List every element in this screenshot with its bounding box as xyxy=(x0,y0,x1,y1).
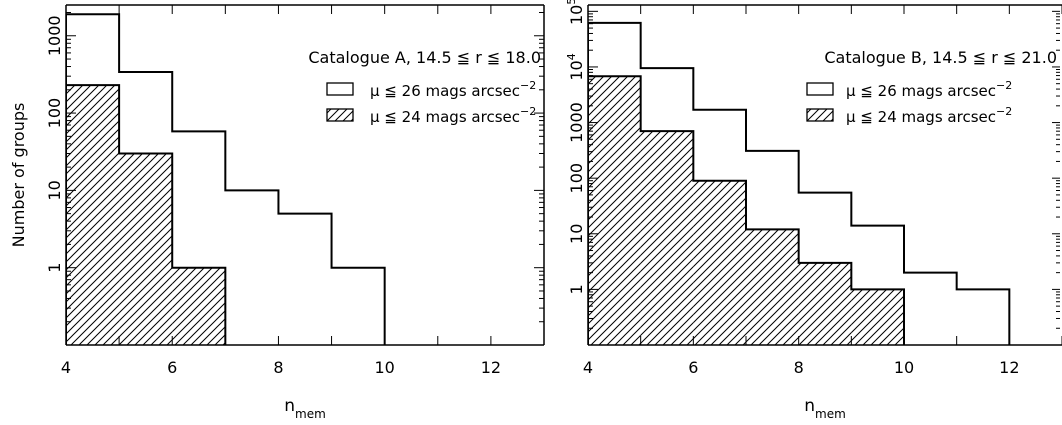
legend-label-text: μ ≦ 26 mags arcsec xyxy=(846,82,996,100)
panel-left-series-mu24 xyxy=(66,84,227,345)
panel-left-bar-hatched-0 xyxy=(66,85,120,345)
panel-right-legend-label-mu24: μ ≦ 24 mags arcsec−2 xyxy=(846,105,1012,126)
panel-right-ytick-label-3: 1000 xyxy=(567,102,586,143)
panel-right-bar-hatched-2 xyxy=(693,180,746,345)
panel-right-bar-hatched-4 xyxy=(798,262,852,345)
panel-right-xtick-label-12: 12 xyxy=(999,358,1019,377)
panel-right-legend-swatch-mu26 xyxy=(806,82,834,96)
panel-left-ytick-label-0: 1 xyxy=(45,263,64,273)
panel-right-ytick-label-2: 100 xyxy=(567,163,586,194)
panel-left-xtick-label-10: 10 xyxy=(374,358,394,377)
panel-left-bar-hatched-1 xyxy=(119,153,173,345)
panel-right-xlabel-sub: mem xyxy=(815,407,846,421)
panel-left-xtick-label-12: 12 xyxy=(481,358,501,377)
legend-label-text: μ ≦ 24 mags arcsec xyxy=(370,108,520,126)
panel-right-ytick-label-4: 104 xyxy=(565,53,586,80)
panel-right-legend-swatch-mu24 xyxy=(806,108,834,122)
panel-right-step-mu24 xyxy=(588,75,905,345)
panel-left-bar-hatched-2 xyxy=(172,267,226,345)
panel-left-ytick-label-base: 10 xyxy=(45,180,64,200)
panel-right-series-mu24 xyxy=(588,75,905,345)
panel-right-bar-hatched-3 xyxy=(746,229,799,345)
panel-left-xtick-label-6: 6 xyxy=(167,358,177,377)
panel-right-ytick-label-1: 10 xyxy=(567,224,586,244)
panel-left-ytick-label-base: 1000 xyxy=(45,15,64,56)
panel-left-xtick-label-8: 8 xyxy=(273,358,283,377)
panel-left-ytick-label-base: 100 xyxy=(45,98,64,129)
panel-left-legend-swatch-mu26 xyxy=(326,82,354,96)
legend-label-text: μ ≦ 24 mags arcsec xyxy=(846,108,996,126)
panel-left-ytick-label-1: 10 xyxy=(45,180,64,200)
panel-left-xlabel-base: n xyxy=(284,396,295,416)
panel-right-xlabel-base: n xyxy=(804,396,815,416)
panel-right-ytick-label-base: 10 xyxy=(567,60,586,80)
legend-label-exponent: −2 xyxy=(520,105,536,118)
panel-left-ytick-label-2: 100 xyxy=(45,98,64,129)
panel-right-step-mu26 xyxy=(588,21,1011,345)
panel-right-legend-title: Catalogue B, 14.5 ≦ r ≦ 21.0 xyxy=(824,48,1057,67)
panel-left-xlabel: nmem xyxy=(284,396,326,421)
panel-left-xlabel-sub: mem xyxy=(295,407,326,421)
panel-left-ylabel: Number of groups xyxy=(9,103,28,248)
panel-right-ytick-label-base: 1000 xyxy=(567,102,586,143)
panel-left-legend-swatch-mu24 xyxy=(326,108,354,122)
legend-label-exponent: −2 xyxy=(996,79,1012,92)
panel-left-step-mu24 xyxy=(66,84,227,345)
panel-right-ytick-label-exp: 5 xyxy=(565,0,578,5)
panel-right-ytick-label-base: 100 xyxy=(567,163,586,194)
panel-left-step-mu26 xyxy=(66,13,386,345)
panel-left-legend-title: Catalogue A, 14.5 ≦ r ≦ 18.0 xyxy=(308,48,541,67)
panel-right-bar-hatched-5 xyxy=(851,289,904,345)
panel-right-ytick-label-exp: 4 xyxy=(565,53,578,60)
panel-right-ytick-label-0: 1 xyxy=(567,284,586,294)
panel-left-xtick-label-4: 4 xyxy=(61,358,71,377)
panel-left-ytick-label-3: 1000 xyxy=(45,15,64,56)
panel-left-legend-label-mu26: μ ≦ 26 mags arcsec−2 xyxy=(370,79,536,100)
panel-right-xtick-label-8: 8 xyxy=(794,358,804,377)
panel-right-ytick-label-base: 10 xyxy=(567,224,586,244)
panel-right-xtick-label-4: 4 xyxy=(583,358,593,377)
panel-left-series-mu26 xyxy=(66,13,386,345)
panel-right-ytick-label-base: 1 xyxy=(567,284,586,294)
panel-right-xtick-label-6: 6 xyxy=(688,358,698,377)
legend-label-text: μ ≦ 26 mags arcsec xyxy=(370,82,520,100)
panel-right-xtick-label-10: 10 xyxy=(894,358,914,377)
panel-left-ytick-label-base: 1 xyxy=(45,263,64,273)
legend-label-exponent: −2 xyxy=(520,79,536,92)
panel-right-bar-hatched-0 xyxy=(588,76,641,345)
panel-left-legend-label-mu24: μ ≦ 24 mags arcsec−2 xyxy=(370,105,536,126)
panel-right-series-mu26 xyxy=(588,21,1011,345)
legend-label-exponent: −2 xyxy=(996,105,1012,118)
panel-right-bar-hatched-1 xyxy=(640,131,694,345)
panel-right-ytick-label-5: 105 xyxy=(565,0,586,25)
panel-right-ytick-label-base: 10 xyxy=(567,5,586,25)
panel-right-legend-label-mu26: μ ≦ 26 mags arcsec−2 xyxy=(846,79,1012,100)
panel-right-xlabel: nmem xyxy=(804,396,846,421)
